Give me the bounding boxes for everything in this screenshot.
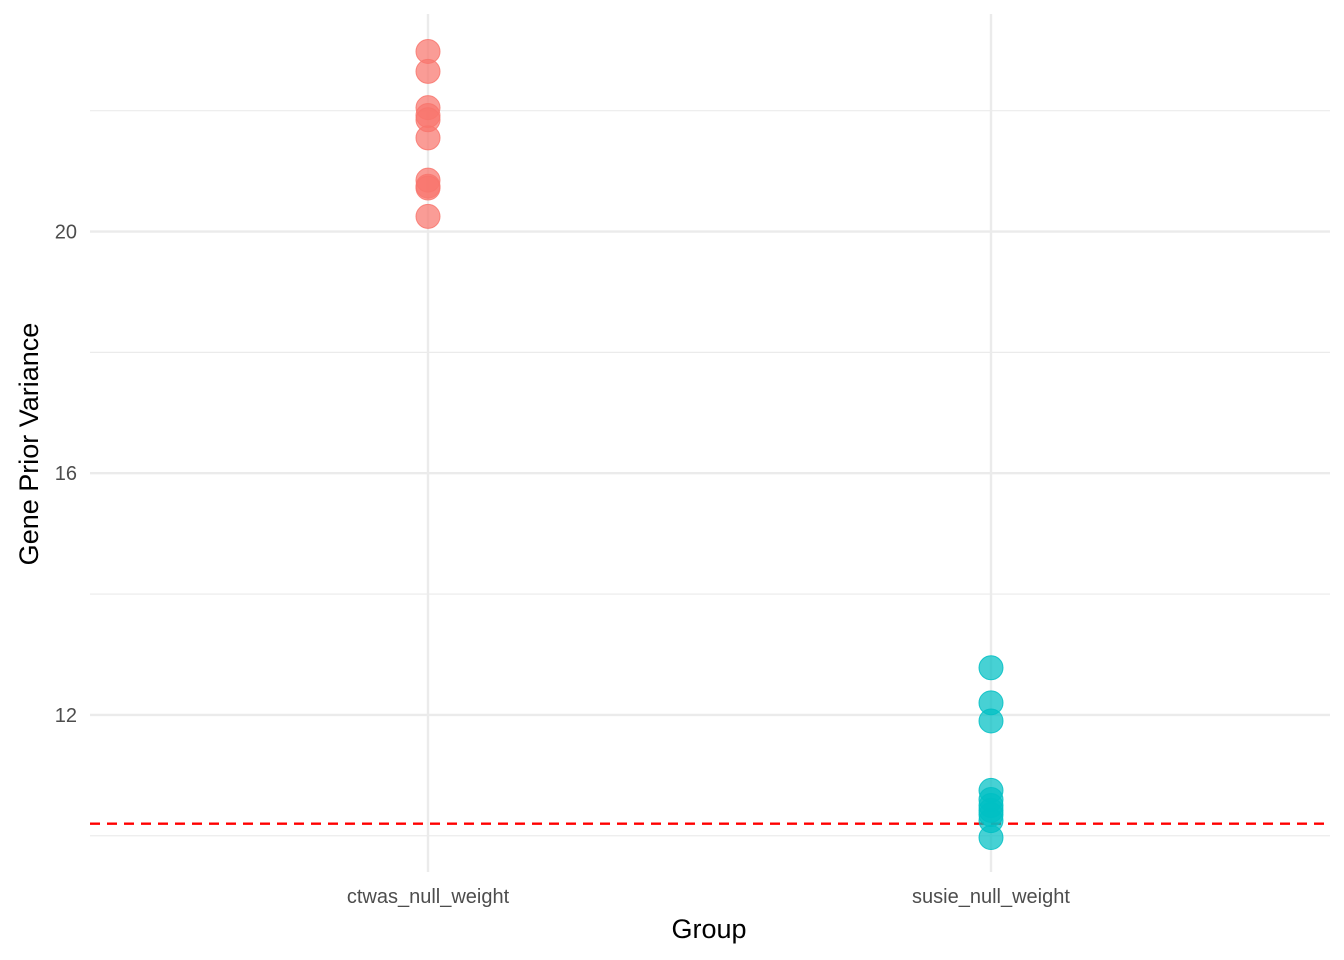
y-axis-title: Gene Prior Variance: [14, 323, 44, 566]
data-point: [978, 655, 1004, 681]
data-points: [415, 38, 1004, 851]
x-tick-label: ctwas_null_weight: [347, 886, 510, 908]
grid-lines: [90, 14, 1330, 872]
data-point: [415, 175, 441, 201]
y-tick-label: 12: [55, 705, 77, 727]
data-point: [978, 825, 1004, 851]
data-point: [415, 58, 441, 84]
data-point: [415, 203, 441, 229]
data-point: [415, 125, 441, 151]
x-axis-title: Group: [671, 914, 746, 944]
x-axis-ticks: ctwas_null_weight susie_null_weight: [347, 886, 1071, 908]
data-point: [978, 708, 1004, 734]
y-tick-label: 16: [55, 463, 77, 485]
x-tick-label: susie_null_weight: [912, 886, 1070, 908]
y-tick-label: 20: [55, 222, 77, 244]
y-axis-ticks: 12 16 20: [55, 222, 77, 727]
